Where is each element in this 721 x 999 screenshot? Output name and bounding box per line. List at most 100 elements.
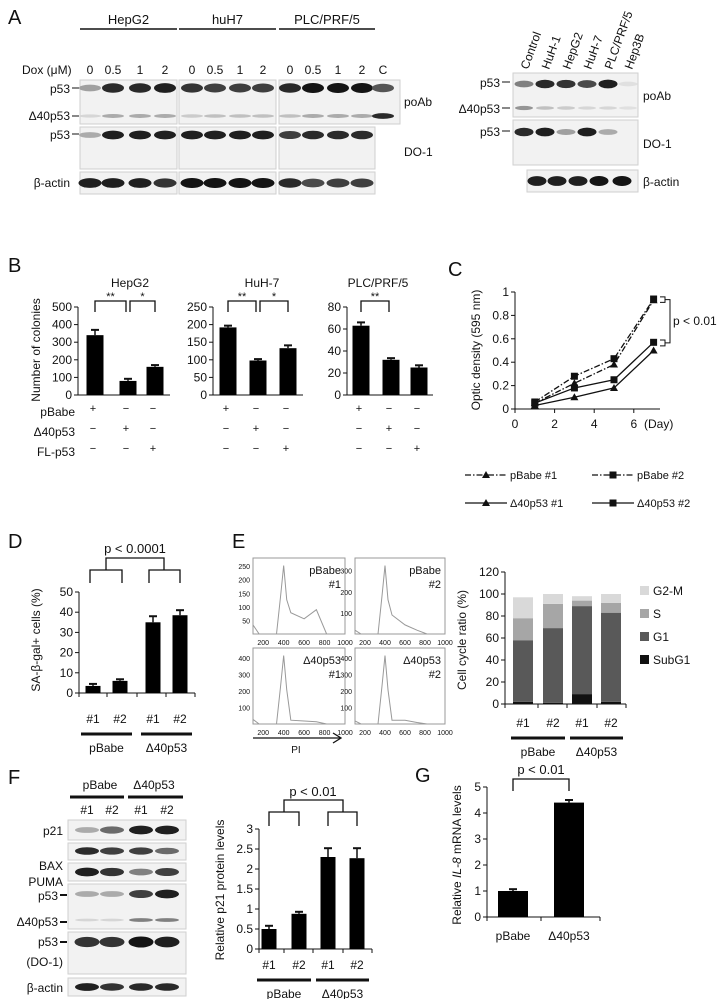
- legend-swatch: [640, 655, 649, 664]
- condition-sign: +: [223, 403, 229, 415]
- histogram-y-tick: 50: [242, 618, 250, 625]
- band-p53: [514, 127, 534, 137]
- panel-label-E: E: [232, 531, 245, 553]
- row-label-p53: p53: [50, 82, 70, 96]
- significance-bracket: [129, 300, 156, 312]
- arrow-head-icon: [332, 732, 343, 744]
- x-category-label: #2: [546, 716, 560, 730]
- x-tick-label: 4: [591, 417, 598, 431]
- band-p53: [100, 891, 124, 897]
- band-p53: [154, 936, 180, 948]
- group-label: pBabe: [521, 745, 556, 759]
- p-value-annotation: p < 0.01: [673, 314, 717, 328]
- histogram-x-tick: 1000: [337, 730, 353, 737]
- x-category-label: #1: [86, 712, 100, 726]
- stacked-bar-segment: [601, 602, 621, 613]
- band-p53: [79, 84, 101, 92]
- condition-sign: −: [386, 443, 392, 455]
- band-actin: [326, 178, 350, 188]
- band-actin: [155, 983, 179, 991]
- significance-bracket: [227, 300, 257, 312]
- band-p53: [155, 889, 179, 899]
- band-p53: [351, 83, 373, 93]
- band-p53: [129, 130, 151, 140]
- y-axis-label: SA-β-gal+ cells (%): [29, 588, 43, 691]
- blot-poab: [512, 72, 639, 118]
- bar: [112, 680, 128, 693]
- control-lane-label: C: [379, 63, 388, 77]
- lane-label: #2: [160, 803, 174, 817]
- blot-actin: [178, 171, 277, 195]
- histogram-y-tick: 100: [238, 605, 250, 612]
- band-p53: [302, 130, 324, 140]
- row-label-p53: p53: [480, 76, 500, 90]
- y-tick-label: 0.5: [236, 922, 253, 936]
- legend-swatch: [640, 609, 649, 618]
- band-d40p53: [515, 105, 533, 111]
- condition-label: FL-p53: [37, 445, 75, 459]
- panel-label-C: C: [448, 259, 462, 281]
- band-d40p53: [252, 114, 274, 118]
- dox-label: Dox (μM): [22, 63, 72, 77]
- blot-bax: [67, 842, 187, 861]
- condition-label: Δ40p53: [34, 425, 76, 439]
- stacked-bar-segment: [572, 596, 592, 601]
- y-tick-label: 100: [187, 353, 207, 367]
- bar: [249, 360, 267, 395]
- condition-sign: +: [414, 443, 420, 455]
- condition-sign: −: [386, 403, 392, 415]
- data-point: [610, 355, 618, 363]
- lane-label: #1: [134, 803, 148, 817]
- condition-sign: +: [253, 423, 259, 435]
- band-p53: [79, 132, 101, 138]
- cell-line-header: PLC/PRF/5: [294, 12, 360, 27]
- bar: [119, 380, 137, 395]
- band-p53: [229, 83, 251, 93]
- band-actin: [228, 178, 252, 188]
- histogram-label: pBabe: [409, 565, 441, 577]
- band-p53: [252, 130, 274, 140]
- significance-stars: *: [272, 291, 277, 303]
- band-actin: [527, 176, 547, 186]
- band-d40p53: [129, 114, 151, 118]
- condition-sign: −: [283, 403, 289, 415]
- x-category-label: Δ40p53: [548, 929, 590, 943]
- row-label-d40p53: Δ40p53: [17, 915, 59, 929]
- y-tick-label: 50: [60, 585, 74, 599]
- histogram-label: pBabe: [309, 565, 341, 577]
- stacked-bar-segment: [513, 640, 533, 702]
- band-p53: [229, 130, 251, 140]
- bar: [279, 348, 297, 395]
- y-tick-label: 50: [194, 370, 208, 384]
- x-category-label: #1: [516, 716, 530, 730]
- row-label-bax: BAX: [39, 859, 63, 873]
- y-tick-label: 80: [486, 609, 500, 623]
- band-d40p53: [102, 114, 124, 118]
- histogram-frame: [354, 557, 446, 635]
- y-tick-label: 0: [474, 910, 481, 924]
- bar: [554, 802, 584, 917]
- y-axis-label: Cell cycle ratio (%): [455, 590, 469, 690]
- histogram-y-tick: 300: [340, 569, 352, 576]
- band-p53: [556, 128, 576, 136]
- histogram-x-tick: 800: [419, 730, 431, 737]
- y-tick-label: 1: [502, 285, 509, 299]
- series-line: [534, 299, 655, 404]
- y-tick-label: 20: [60, 646, 74, 660]
- band-p53: [577, 127, 597, 137]
- histogram-label: #2: [429, 669, 441, 681]
- legend-label: pBabe #1: [510, 470, 557, 482]
- band-actin: [589, 176, 609, 186]
- y-tick-label: 0: [334, 388, 341, 402]
- y-axis-label-gene: IL-8: [450, 857, 464, 878]
- legend-label: G2-M: [653, 584, 683, 598]
- dose-label: 0: [287, 63, 294, 77]
- band-p21: [129, 825, 153, 835]
- histogram-x-tick: 200: [359, 730, 371, 737]
- band-d40p53: [129, 918, 153, 922]
- band-actin: [278, 178, 302, 188]
- y-tick-label: 500: [52, 300, 72, 314]
- y-tick-label: 0: [200, 388, 207, 402]
- y-tick-label: 0: [502, 402, 509, 416]
